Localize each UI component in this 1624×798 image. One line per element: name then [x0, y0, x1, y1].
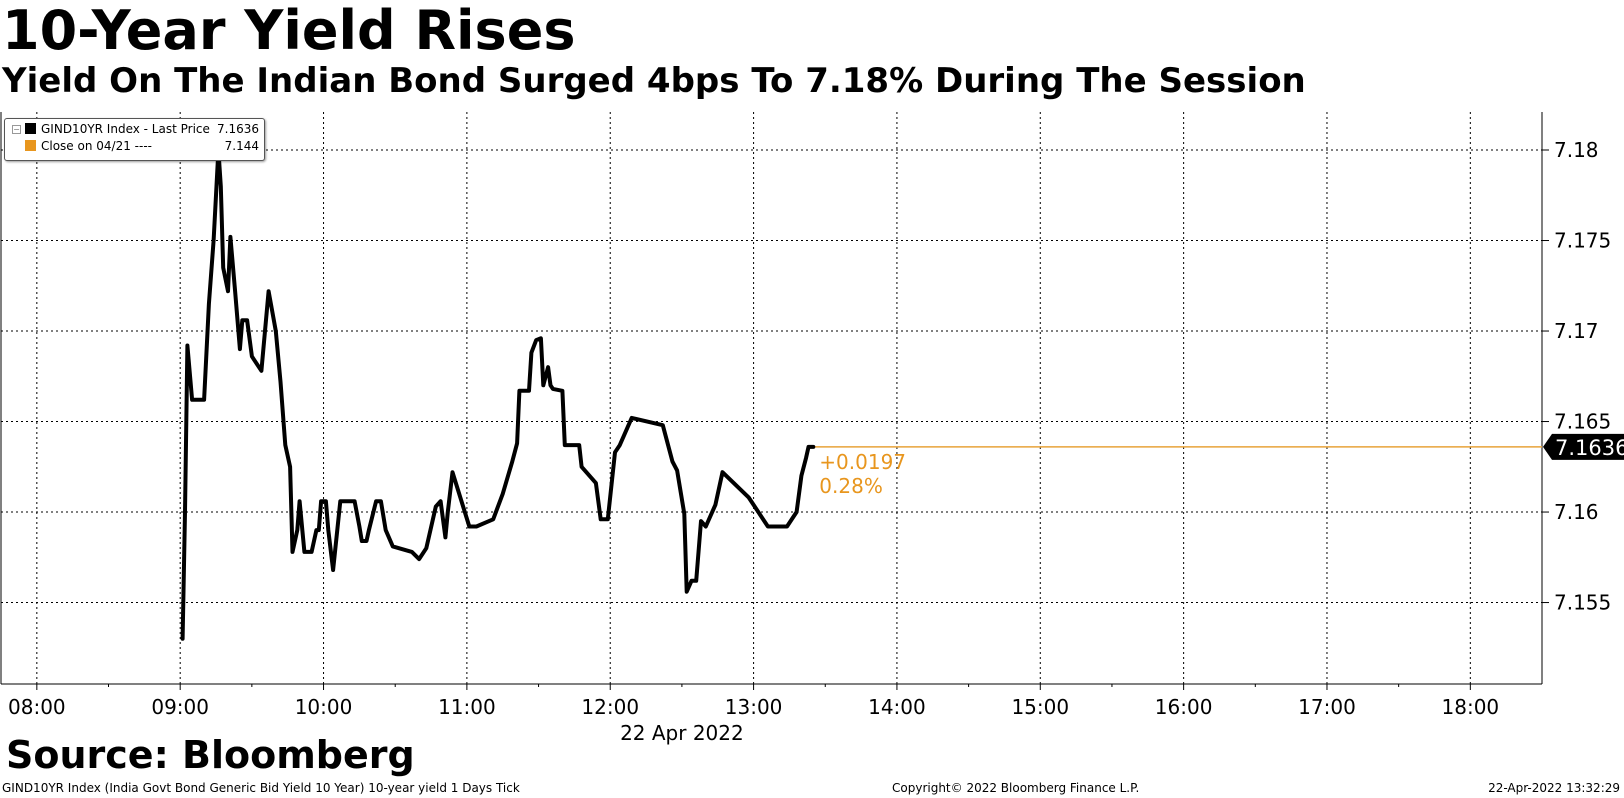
- x-tick-label: 14:00: [868, 695, 926, 719]
- legend-series-value: 7.1636: [217, 122, 259, 136]
- legend-close-value: 7.144: [224, 139, 259, 153]
- legend-series-label: GIND10YR Index - Last Price: [41, 122, 210, 136]
- legend-close-label: Close on 04/21 ----: [41, 139, 152, 153]
- x-tick-label: 16:00: [1155, 695, 1213, 719]
- x-tick-label: 09:00: [151, 695, 209, 719]
- y-tick-label: 7.155: [1554, 591, 1611, 615]
- y-tick-label: 7.175: [1554, 229, 1611, 253]
- y-tick-label: 7.165: [1554, 410, 1611, 434]
- chart-legend[interactable]: − GIND10YR Index - Last Price 7.1636 Clo…: [4, 118, 265, 161]
- legend-entry-last-price[interactable]: − GIND10YR Index - Last Price 7.1636: [11, 121, 261, 137]
- x-tick-label: 13:00: [725, 695, 783, 719]
- last-value-badge: [1543, 433, 1624, 460]
- x-tick-label: 11:00: [438, 695, 496, 719]
- legend-entry-close[interactable]: Close on 04/21 ---- 7.144: [11, 138, 261, 154]
- y-tick-label: 7.16: [1554, 500, 1599, 524]
- chart-subtitle: Yield On The Indian Bond Surged 4bps To …: [2, 61, 1306, 101]
- x-tick-label: 12:00: [581, 695, 639, 719]
- source-label: Source: Bloomberg: [6, 733, 415, 777]
- percent-change-annotation: 0.28%: [819, 474, 883, 498]
- legend-swatch-orange: [25, 140, 36, 151]
- x-axis-date-label: 22 Apr 2022: [620, 721, 744, 745]
- x-tick-label: 10:00: [295, 695, 353, 719]
- change-annotation: +0.0197: [819, 450, 906, 474]
- y-tick-label: 7.18: [1554, 138, 1599, 162]
- x-tick-label: 08:00: [8, 695, 66, 719]
- footer-timestamp: 22-Apr-2022 13:32:29: [1488, 781, 1620, 795]
- x-tick-label: 17:00: [1298, 695, 1356, 719]
- footer-copyright: Copyright© 2022 Bloomberg Finance L.P.: [892, 781, 1140, 795]
- last-value-label: 7.1636: [1555, 436, 1624, 460]
- chart-title: 10-Year Yield Rises: [2, 0, 576, 62]
- legend-swatch-black: [25, 123, 36, 134]
- footer-description: GIND10YR Index (India Govt Bond Generic …: [2, 781, 520, 795]
- series-line-last-price: [180, 148, 816, 641]
- legend-collapse-icon[interactable]: −: [12, 125, 21, 134]
- x-tick-label: 18:00: [1442, 695, 1500, 719]
- y-tick-label: 7.17: [1554, 319, 1599, 343]
- x-tick-label: 15:00: [1011, 695, 1069, 719]
